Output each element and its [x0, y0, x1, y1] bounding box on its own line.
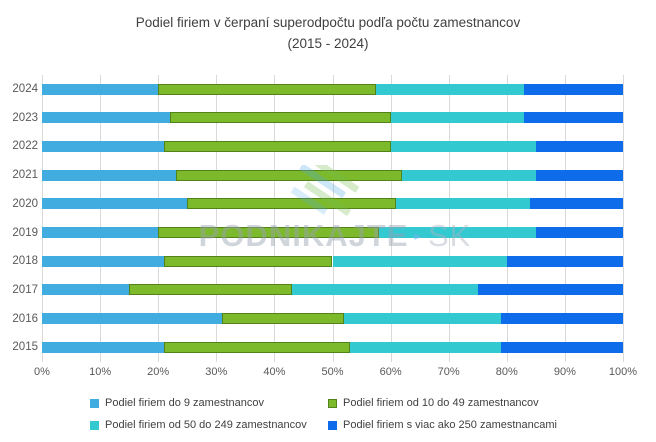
x-axis-label-70%: 70%: [437, 366, 460, 378]
bar-segment-2021-series0: [42, 169, 176, 181]
x-axis-label-20%: 20%: [147, 366, 170, 378]
bar-segment-2020-series1: [187, 198, 397, 210]
y-axis-label-2023: 2023: [12, 111, 38, 124]
x-axis-label-0%: 0%: [34, 366, 50, 378]
bar-segment-2019-series3: [535, 227, 623, 238]
bar-segment-2016-series3: [500, 313, 623, 325]
x-axis-label-100%: 100%: [608, 366, 638, 378]
y-axis-label-2019: 2019: [12, 226, 38, 239]
bar-segment-2023-series3: [524, 112, 623, 124]
legend-label-small: Podiel firiem od 10 do 49 zamestnancov: [343, 397, 539, 409]
x-axis-label-50%: 50%: [321, 366, 344, 378]
y-axis-label-2016: 2016: [12, 312, 38, 325]
legend-item-large: Podiel firiem s viac ako 250 zamestnanca…: [328, 418, 557, 432]
y-axis-label-2018: 2018: [12, 255, 38, 268]
gridline: [448, 75, 450, 362]
chart-title: Podiel firiem v čerpaní superodpočtu pod…: [0, 12, 656, 54]
bar-segment-2021-series1: [175, 169, 403, 181]
bar-segment-2018-series1: [164, 255, 333, 267]
bar-segment-2023-series0: [42, 112, 170, 124]
bar-segment-2017-series2: [291, 284, 478, 296]
bar-segment-2022-series2: [390, 140, 536, 152]
bar-segment-2022-series0: [42, 140, 164, 152]
gridline: [42, 75, 43, 362]
y-axis-label-2020: 2020: [12, 197, 38, 210]
gridline: [216, 75, 218, 362]
legend-swatch-small-icon: [328, 398, 337, 408]
bar-segment-2022-series3: [535, 140, 623, 152]
bar-segment-2022-series1: [164, 140, 391, 152]
bar-segment-2021-series2: [402, 169, 536, 181]
bar-segment-2021-series3: [535, 169, 623, 181]
bar-segment-2024-series1: [158, 83, 377, 95]
gridline: [100, 75, 102, 362]
bar-row-2020: [42, 190, 623, 219]
bar-segment-2018-series3: [506, 255, 623, 267]
legend-item-micro: Podiel firiem do 9 zamestnancov: [90, 396, 264, 410]
x-axis-label-40%: 40%: [263, 366, 286, 378]
gridline: [564, 75, 566, 362]
bar-segment-2016-series0: [42, 313, 223, 325]
bar-row-2016: [42, 305, 623, 334]
legend-item-small: Podiel firiem od 10 do 49 zamestnancov: [328, 396, 539, 410]
bar-segment-2024-series2: [376, 83, 525, 95]
bar-segment-2015-series0: [42, 341, 164, 353]
x-axis-label-10%: 10%: [89, 366, 112, 378]
gridline: [274, 75, 276, 362]
bar-row-2022: [42, 132, 623, 161]
bar-segment-2020-series3: [530, 198, 623, 210]
bar-row-2018: [42, 247, 623, 276]
gridline: [506, 75, 508, 362]
y-axis-label-2024: 2024: [12, 83, 38, 95]
legend-swatch-medium-icon: [90, 420, 99, 430]
legend-label-micro: Podiel firiem do 9 zamestnancov: [105, 397, 264, 409]
bar-segment-2016-series2: [344, 313, 501, 325]
x-axis-label-30%: 30%: [205, 366, 228, 378]
legend-swatch-micro-icon: [90, 398, 99, 408]
bar-row-2015: [42, 333, 623, 362]
bar-segment-2017-series1: [129, 284, 292, 296]
gridline: [390, 75, 392, 362]
x-axis-label-80%: 80%: [495, 366, 518, 378]
legend-swatch-large-icon: [328, 420, 337, 430]
chart-title-line1: Podiel firiem v čerpaní superodpočtu pod…: [135, 15, 521, 30]
bar-segment-2023-series1: [169, 112, 391, 124]
bar-segment-2016-series1: [222, 313, 345, 325]
gridline: [158, 75, 160, 362]
y-axis-label-2022: 2022: [12, 140, 38, 153]
bar-segment-2015-series2: [349, 341, 501, 353]
plot-area: [42, 75, 624, 362]
bar-segment-2019-series2: [378, 227, 536, 238]
bar-segment-2015-series3: [500, 341, 623, 353]
bar-segment-2020-series2: [396, 198, 531, 210]
legend-label-large: Podiel firiem s viac ako 250 zamestnanca…: [343, 419, 557, 431]
bar-segment-2018-series2: [332, 255, 507, 267]
x-axis-label-60%: 60%: [379, 366, 402, 378]
bar-segment-2019-series0: [42, 227, 159, 238]
gridline: [623, 75, 624, 362]
bar-row-2024: [42, 75, 623, 104]
y-axis-label-2015: 2015: [12, 341, 38, 354]
bar-row-2023: [42, 104, 623, 133]
bar-segment-2017-series0: [42, 284, 130, 296]
y-axis-label-2017: 2017: [12, 283, 38, 296]
legend-item-medium: Podiel firiem od 50 do 249 zamestnancov: [90, 418, 307, 432]
gridline: [332, 75, 334, 362]
y-axis-label-2021: 2021: [12, 169, 38, 182]
bar-segment-2019-series1: [158, 227, 379, 238]
x-axis-label-90%: 90%: [553, 366, 576, 378]
bar-segment-2017-series3: [477, 284, 623, 296]
bar-segment-2020-series0: [42, 198, 188, 210]
bar-row-2021: [42, 161, 623, 190]
legend-label-medium: Podiel firiem od 50 do 249 zamestnancov: [105, 419, 307, 431]
bar-row-2019: [42, 219, 623, 248]
bar-segment-2015-series1: [164, 341, 350, 353]
bar-segment-2024-series3: [524, 83, 623, 95]
bar-segment-2023-series2: [390, 112, 525, 124]
bar-row-2017: [42, 276, 623, 305]
bar-segment-2024-series0: [42, 83, 159, 95]
chart-title-line2: (2015 - 2024): [287, 36, 369, 51]
bar-segment-2018-series0: [42, 255, 164, 267]
